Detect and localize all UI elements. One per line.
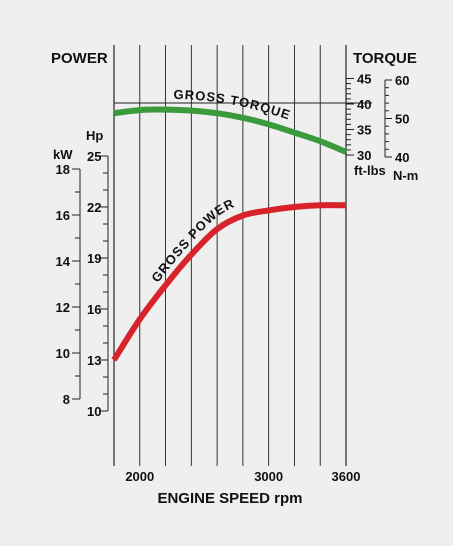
ftlbs-tick-label: 45 — [357, 72, 371, 87]
torque-axis-title: TORQUE — [353, 50, 417, 67]
kw-tick-label: 14 — [56, 254, 71, 269]
x-tick-label: 3000 — [254, 469, 283, 484]
kw-tick-label: 8 — [63, 392, 70, 407]
nm-unit-label: N-m — [393, 168, 418, 183]
x-tick-label: 3600 — [332, 469, 361, 484]
ftlbs-tick-label: 40 — [357, 97, 371, 112]
x-tick-label: 2000 — [125, 469, 154, 484]
nm-tick-label: 50 — [395, 112, 409, 127]
hp-tick-label: 16 — [87, 302, 101, 317]
gross-power-label: GROSS POWER — [148, 195, 237, 285]
hp-tick-label: 22 — [87, 200, 101, 215]
kw-tick-label: 12 — [56, 300, 70, 315]
kw-unit-label: kW — [53, 147, 73, 162]
x-axis-label: ENGINE SPEED rpm — [157, 490, 302, 507]
ftlbs-tick-label: 35 — [357, 123, 371, 138]
power-axes: 18 16 14 12 10 8 25 22 19 16 13 10 — [56, 149, 109, 419]
nm-tick-label: 40 — [395, 150, 409, 165]
ftlbs-tick-label: 30 — [357, 148, 371, 163]
gross-power-label-guide — [114, 193, 346, 348]
hp-tick-label: 25 — [87, 149, 101, 164]
ftlbs-unit-label: ft-lbs — [354, 163, 386, 178]
torque-axes: 45 40 35 30 60 50 40 — [345, 72, 409, 165]
nm-tick-label: 60 — [395, 73, 409, 88]
gross-power-label-text: GROSS POWER — [148, 195, 236, 285]
power-axis-title: POWER — [51, 50, 108, 67]
hp-tick-label: 13 — [87, 353, 101, 368]
kw-tick-label: 10 — [56, 346, 70, 361]
gross-torque-line — [113, 106, 348, 155]
hp-unit-label: Hp — [86, 128, 103, 143]
hp-tick-label: 19 — [87, 251, 101, 266]
gross-power-line — [111, 202, 347, 362]
kw-tick-label: 18 — [56, 162, 70, 177]
kw-tick-label: 16 — [56, 208, 70, 223]
hp-tick-label: 10 — [87, 404, 101, 419]
